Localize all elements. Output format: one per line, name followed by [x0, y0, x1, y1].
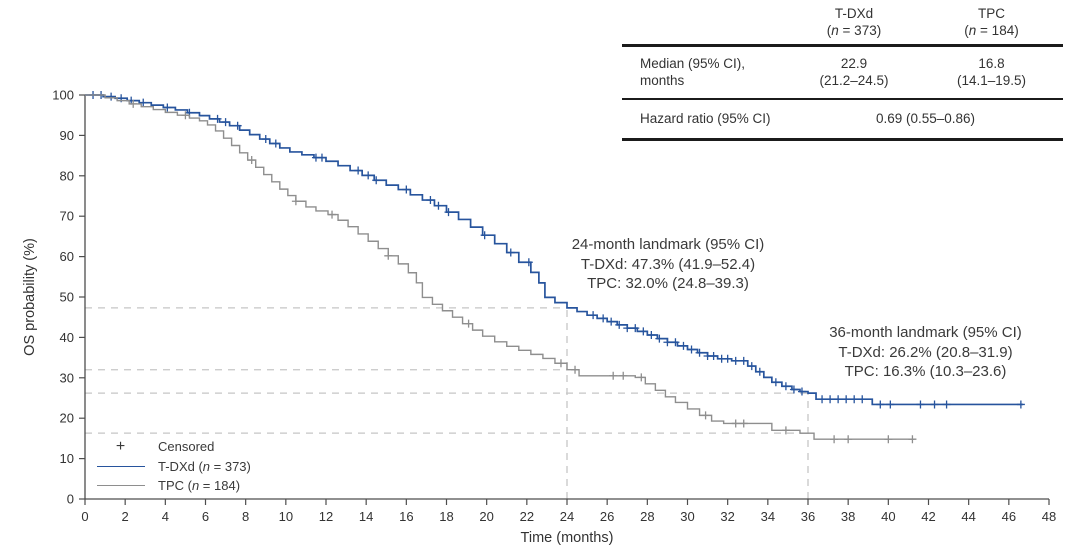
median-value-tpc: 16.8 (14.1–19.5)	[956, 55, 1027, 88]
landmark-36-tpc: TPC: 16.3% (10.3–23.6)	[844, 363, 1007, 380]
x-tick-label: 0	[81, 509, 88, 524]
table-col-header-tdxd: T-DXd (n = 373)	[788, 5, 920, 39]
col-n: (n = 373)	[826, 23, 882, 38]
x-tick-label: 4	[162, 509, 169, 524]
x-tick-label: 48	[1042, 509, 1056, 524]
x-tick-label: 14	[359, 509, 373, 524]
x-tick-label: 40	[881, 509, 895, 524]
landmark-24-tpc: TPC: 32.0% (24.8–39.3)	[587, 275, 749, 292]
x-tick-label: 8	[242, 509, 249, 524]
table-rule-mid	[622, 97, 1063, 100]
x-tick-label: 38	[841, 509, 855, 524]
hazard-label: Hazard ratio (95% CI)	[640, 111, 771, 126]
x-tick-label: 2	[122, 509, 129, 524]
col-n: (n = 184)	[964, 23, 1019, 38]
y-tick-label: 60	[60, 249, 74, 264]
x-tick-label: 44	[961, 509, 975, 524]
table-row-median: Median (95% CI), months 22.9 (21.2–24.5)…	[622, 47, 1063, 98]
table-col-header-tpc: TPC (n = 184)	[920, 5, 1063, 39]
landmark-24-annotation: 24-month landmark (95% CI) T-DXd: 47.3% …	[512, 235, 824, 294]
y-tick-label: 50	[60, 290, 74, 305]
x-tick-label: 12	[319, 509, 333, 524]
x-tick-label: 28	[640, 509, 654, 524]
x-tick-label: 30	[680, 509, 694, 524]
x-tick-label: 36	[801, 509, 815, 524]
table-rule-top	[622, 44, 1063, 47]
x-tick-label: 6	[202, 509, 209, 524]
censor-marks-tpc	[129, 99, 917, 444]
median-value-tdxd: 22.9 (21.2–24.5)	[819, 55, 889, 88]
x-tick-label: 34	[761, 509, 775, 524]
x-tick-label: 42	[921, 509, 935, 524]
x-tick-label: 18	[439, 509, 453, 524]
x-tick-label: 16	[399, 509, 413, 524]
y-tick-label: 80	[60, 168, 74, 183]
legend: + Censored T-DXd (n = 373) TPC (n = 184)	[96, 437, 251, 496]
x-tick-label: 22	[520, 509, 534, 524]
landmark-36-title: 36-month landmark (95% CI)	[829, 324, 1022, 341]
table-row-hazard: Hazard ratio (95% CI) 0.69 (0.55–0.86)	[622, 100, 1063, 138]
legend-item-tdxd: T-DXd (n = 373)	[96, 457, 251, 477]
axes: 0 2 4 6 8 10 12 14 16 18 20 22 24 26 28 30 32 34 36 38 40 42 4…	[22, 88, 1056, 547]
km-curve-tpc	[85, 94, 917, 444]
y-axis-title: OS probability (%)	[22, 238, 38, 356]
landmark-36-tdxd: T-DXd: 26.2% (20.8–31.9)	[838, 343, 1013, 361]
y-tick-label: 100	[52, 88, 74, 103]
legend-item-censored: + Censored	[96, 437, 251, 457]
y-tick-label: 10	[60, 451, 74, 466]
tdxd-line-icon	[96, 465, 145, 467]
landmark-24-tdxd: T-DXd: 47.3% (41.9–52.4)	[580, 255, 756, 273]
survival-step-line-tpc	[85, 94, 915, 440]
table-header-row: T-DXd (n = 373) TPC (n = 184)	[622, 5, 1063, 44]
y-tick-label: 90	[60, 128, 74, 143]
median-label: Median (95% CI), months	[640, 55, 746, 88]
x-tick-label: 24	[560, 509, 574, 524]
x-tick-label: 26	[600, 509, 614, 524]
legend-item-tpc: TPC (n = 184)	[96, 476, 251, 496]
col-title: TPC	[978, 6, 1005, 21]
table-rule-bottom	[622, 138, 1063, 141]
reference-dashed-lines	[85, 307, 809, 499]
y-tick-label: 0	[67, 492, 74, 507]
censored-plus-icon: +	[115, 437, 126, 455]
y-tick-label: 70	[60, 209, 74, 224]
y-tick-label: 30	[60, 370, 74, 385]
col-title: T-DXd	[834, 6, 874, 21]
x-tick-label: 46	[1002, 509, 1016, 524]
legend-label-tdxd: T-DXd (n = 373)	[158, 458, 251, 474]
x-axis-title: Time (months)	[521, 530, 614, 546]
x-tick-label: 20	[479, 509, 493, 524]
summary-table: T-DXd (n = 373) TPC (n = 184) Median (95…	[622, 5, 1063, 141]
hazard-value: 0.69 (0.55–0.86)	[875, 111, 976, 126]
landmark-36-annotation: 36-month landmark (95% CI) T-DXd: 26.2% …	[768, 323, 1080, 382]
y-tick-label: 20	[60, 411, 74, 426]
legend-label-censored: Censored	[158, 439, 215, 455]
x-tick-label: 32	[720, 509, 734, 524]
x-tick-label: 10	[279, 509, 293, 524]
landmark-24-title: 24-month landmark (95% CI)	[571, 236, 765, 253]
legend-label-tpc: TPC (n = 184)	[158, 478, 241, 494]
y-tick-label: 40	[60, 330, 74, 345]
tpc-line-icon	[96, 485, 145, 487]
